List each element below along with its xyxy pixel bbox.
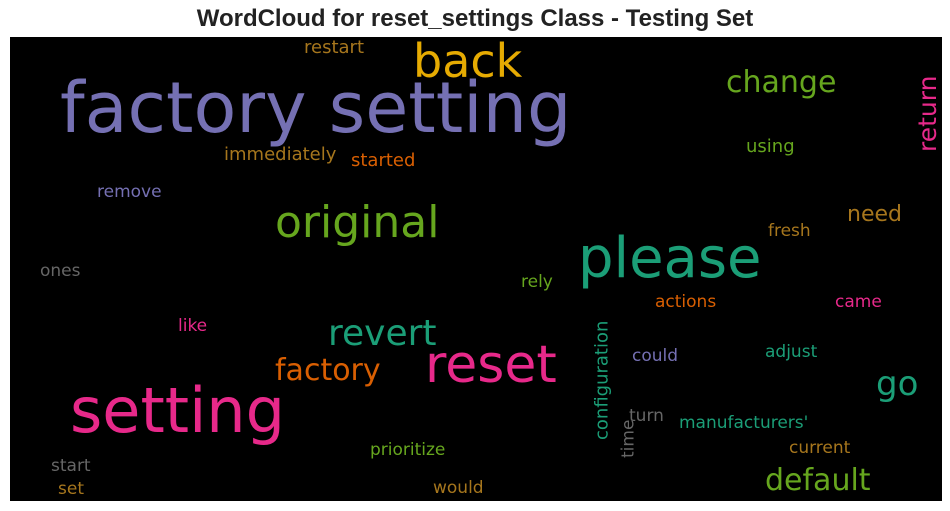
chart-title: WordCloud for reset_settings Class - Tes… — [196, 5, 754, 32]
word-turn: turn — [629, 406, 664, 426]
word-please: please — [578, 226, 762, 291]
word-started: started — [351, 150, 415, 171]
word-reset: reset — [425, 335, 557, 395]
word-time: time — [619, 420, 639, 458]
word-fresh: fresh — [768, 221, 811, 241]
word-need: need — [847, 202, 902, 227]
word-prioritize: prioritize — [370, 440, 445, 460]
word-came: came — [835, 292, 882, 312]
word-using: using — [746, 136, 795, 157]
word-original: original — [275, 197, 439, 248]
word-change: change — [726, 65, 836, 100]
word-manufacturers: manufacturers' — [679, 413, 808, 433]
word-back: back — [413, 37, 523, 88]
word-set: set — [58, 479, 84, 499]
word-adjust: adjust — [765, 342, 818, 362]
word-restart: restart — [304, 37, 364, 58]
word-actions: actions — [655, 292, 716, 312]
word-could: could — [632, 346, 678, 366]
word-would: would — [433, 478, 484, 498]
word-current: current — [789, 438, 851, 458]
word-factory-setting: factory setting — [60, 67, 571, 149]
word-setting: setting — [70, 374, 285, 447]
word-revert: revert — [328, 313, 437, 354]
word-immediately: immediately — [224, 144, 337, 165]
word-like: like — [178, 316, 207, 336]
word-factory: factory — [275, 353, 381, 388]
word-return: return — [913, 76, 942, 152]
word-ones: ones — [40, 261, 81, 281]
wordcloud-svg: factory setting setting please reset back ori… — [40, 37, 942, 499]
word-go: go — [876, 364, 918, 404]
word-default: default — [765, 463, 871, 498]
word-configuration: configuration — [591, 321, 612, 440]
word-remove: remove — [97, 182, 162, 202]
word-start: start — [51, 456, 91, 476]
word-rely: rely — [521, 272, 553, 292]
wordcloud-canvas: factory setting setting please reset back ori… — [10, 37, 942, 501]
